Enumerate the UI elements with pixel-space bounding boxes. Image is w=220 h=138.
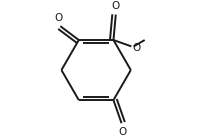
- Text: O: O: [133, 43, 141, 53]
- Text: O: O: [54, 13, 63, 23]
- Text: O: O: [118, 127, 126, 137]
- Text: O: O: [112, 1, 120, 10]
